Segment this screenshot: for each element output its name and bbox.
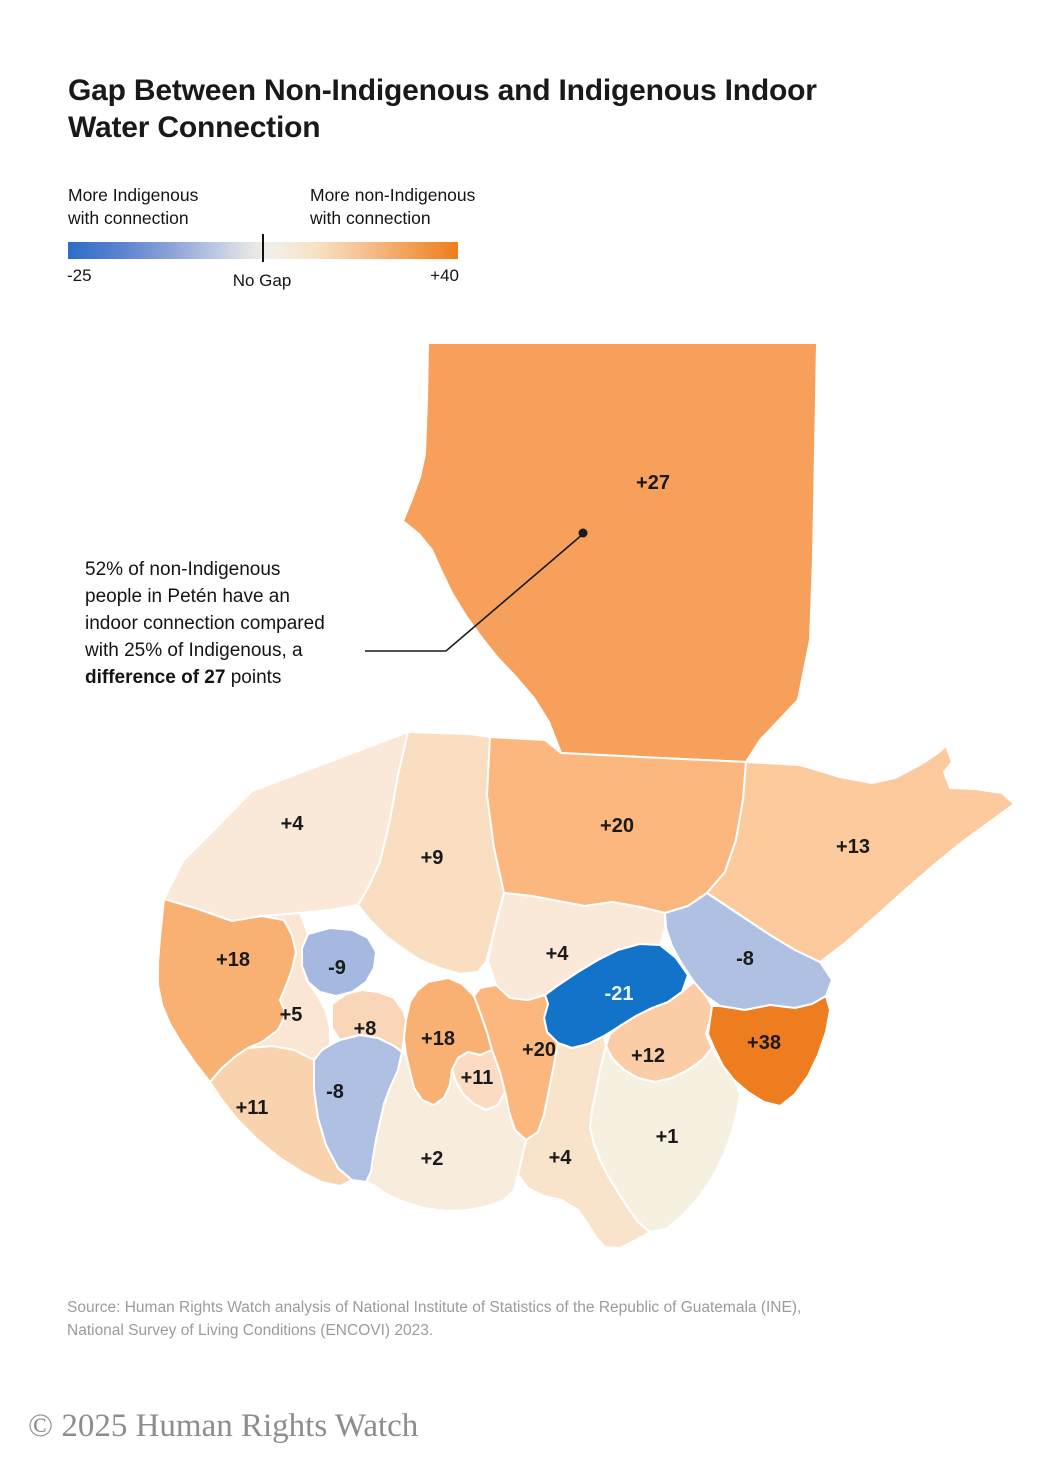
map-region-peten <box>402 342 818 763</box>
region-value-label: +38 <box>747 1032 781 1054</box>
region-value-label: +8 <box>354 1018 377 1040</box>
page-title: Gap Between Non-Indigenous and Indigenou… <box>68 72 948 146</box>
callout-line-1: 52% of non-Indigenous <box>85 559 281 580</box>
region-value-label: -21 <box>605 983 634 1005</box>
callout-line-5-tail: points <box>225 667 282 688</box>
region-value-label: +1 <box>656 1126 679 1148</box>
legend-left-line-2: with connection <box>68 208 189 228</box>
title-line-1: Gap Between Non-Indigenous and Indigenou… <box>68 74 817 107</box>
annotation-anchor-dot <box>578 528 588 538</box>
region-value-label: +2 <box>421 1148 444 1170</box>
callout-line-5: difference of 27 points <box>85 664 385 691</box>
legend-right-line-1: More non-Indigenous <box>310 185 476 205</box>
legend-right-line-2: with connection <box>310 208 431 228</box>
annotation-leader-line <box>365 533 584 652</box>
source-line-2: National Survey of Living Conditions (EN… <box>67 1322 434 1339</box>
region-value-label: +11 <box>461 1067 494 1089</box>
region-value-label: -8 <box>326 1081 344 1103</box>
region-value-label: +20 <box>600 815 634 837</box>
callout-difference-bold: difference of 27 <box>85 667 226 688</box>
region-value-label: +11 <box>236 1097 269 1119</box>
legend-label-non-indigenous: More non-Indigenous with connection <box>310 184 475 230</box>
legend-no-gap-tick <box>262 234 264 262</box>
copyright-footer: © 2025 Human Rights Watch <box>28 1408 419 1444</box>
callout-line-4: with 25% of Indigenous, a <box>85 640 303 661</box>
source-note: Source: Human Rights Watch analysis of N… <box>67 1296 897 1342</box>
callout-line-2: people in Petén have an <box>85 586 290 607</box>
callout-line-3: indoor connection compared <box>85 613 325 634</box>
region-value-label: +9 <box>421 847 444 869</box>
title-line-2: Water Connection <box>68 111 321 144</box>
region-value-label: +13 <box>836 836 870 858</box>
region-value-label: +4 <box>546 943 570 965</box>
region-value-label: -9 <box>328 957 346 979</box>
region-value-label: +12 <box>631 1045 665 1067</box>
map-region-17 <box>707 995 831 1107</box>
legend-left-line-1: More Indigenous <box>68 185 199 205</box>
legend-label-indigenous: More Indigenous with connection <box>68 184 198 230</box>
legend-min-value: -25 <box>67 266 92 285</box>
region-value-label: +27 <box>636 472 670 494</box>
peten-callout: 52% of non-Indigenous people in Petén ha… <box>85 556 385 691</box>
region-value-label: -8 <box>736 948 754 970</box>
legend-max-value: +40 <box>430 266 459 285</box>
region-value-label: +18 <box>216 949 250 971</box>
region-value-label: +20 <box>522 1039 556 1061</box>
source-line-1: Source: Human Rights Watch analysis of N… <box>67 1299 802 1316</box>
region-value-label: +4 <box>281 813 305 835</box>
region-value-label: +4 <box>549 1147 573 1169</box>
region-value-label: +5 <box>280 1004 303 1026</box>
region-value-label: +18 <box>421 1028 455 1050</box>
legend-no-gap-label: No Gap <box>232 271 292 290</box>
map-region-22 <box>589 1045 741 1233</box>
